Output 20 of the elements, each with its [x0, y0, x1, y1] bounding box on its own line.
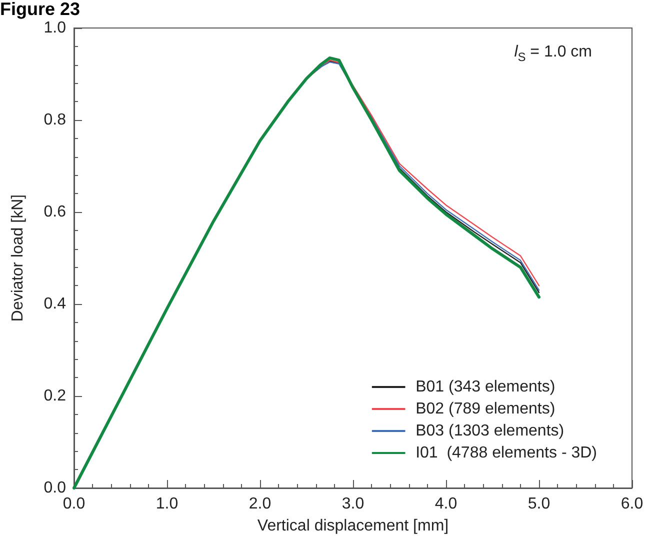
x-tick-label: 4.0: [434, 496, 458, 512]
chart-title: Figure 23: [0, 0, 80, 19]
legend-label: B03 (1303 elements): [416, 422, 564, 440]
legend-label: B02 (789 elements): [416, 400, 556, 418]
x-tick-label: 1.0: [156, 496, 178, 512]
y-axis-title: Deviator load [kN]: [10, 194, 26, 322]
y-tick-label: 0.2: [44, 388, 66, 404]
legend-label: I01 (4788 elements - 3D): [416, 444, 597, 462]
y-tick-label: 0.4: [44, 296, 66, 312]
x-tick-label: 2.0: [248, 496, 272, 512]
y-tick-label: 0.8: [44, 112, 66, 128]
x-tick-label: 0.0: [62, 496, 86, 512]
y-tick-label: 0.0: [44, 480, 66, 496]
legend-label: B01 (343 elements): [416, 378, 556, 396]
x-axis-title: Vertical displacement [mm]: [257, 518, 449, 534]
y-tick-label: 0.6: [44, 204, 66, 220]
y-tick-label: 1.0: [44, 20, 66, 36]
x-tick-label: 5.0: [528, 496, 550, 512]
x-tick-label: 6.0: [620, 496, 644, 512]
x-tick-label: 3.0: [342, 496, 364, 512]
